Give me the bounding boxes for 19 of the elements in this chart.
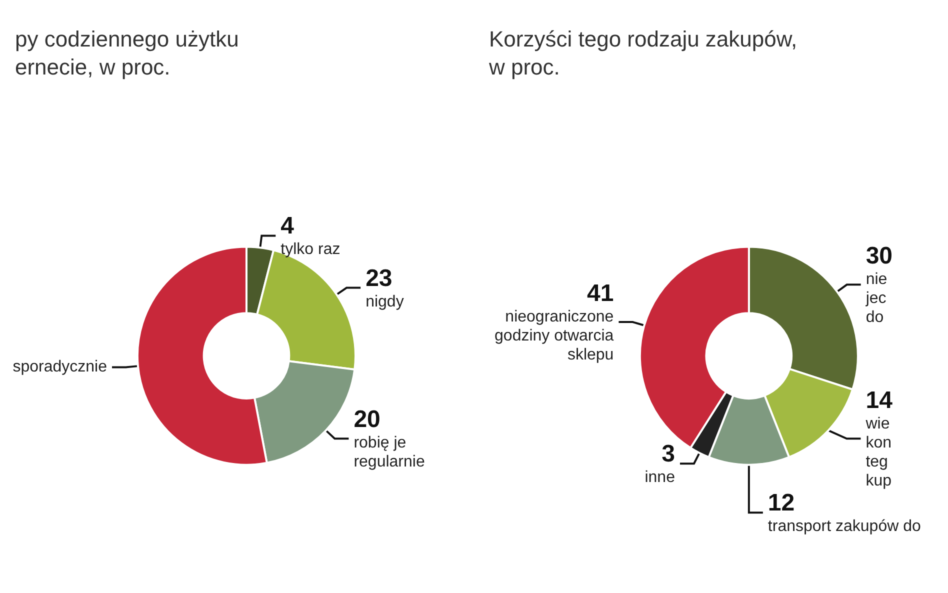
data-label: 4	[280, 212, 295, 240]
chart-title: Korzyści tego rodzaju zakupów, w proc.	[488, 26, 798, 80]
slice-label: nieograniczone godziny otwarcia sklepu	[494, 308, 614, 364]
slice-label: nigdy	[366, 293, 404, 310]
slice-label: nie jec do	[864, 271, 888, 326]
slice-label: tylko raz	[280, 241, 340, 258]
data-label: 3	[662, 440, 675, 468]
slice-label: robię je regularnie	[354, 434, 425, 471]
data-label: 14	[866, 387, 894, 414]
data-label: 30	[866, 242, 893, 270]
chart-title: py codziennego użytku ernecie, w proc.	[15, 26, 239, 80]
slice-label: inne	[644, 469, 676, 486]
slice-label: transport zakupów do	[768, 518, 921, 536]
slice-label: wie kon teg kup	[864, 416, 892, 490]
data-label: 23	[366, 264, 392, 292]
slice-label: sporadycznie	[12, 358, 108, 376]
data-label: 20	[354, 406, 380, 434]
data-label: 12	[768, 490, 795, 517]
data-label: 41	[587, 280, 614, 308]
